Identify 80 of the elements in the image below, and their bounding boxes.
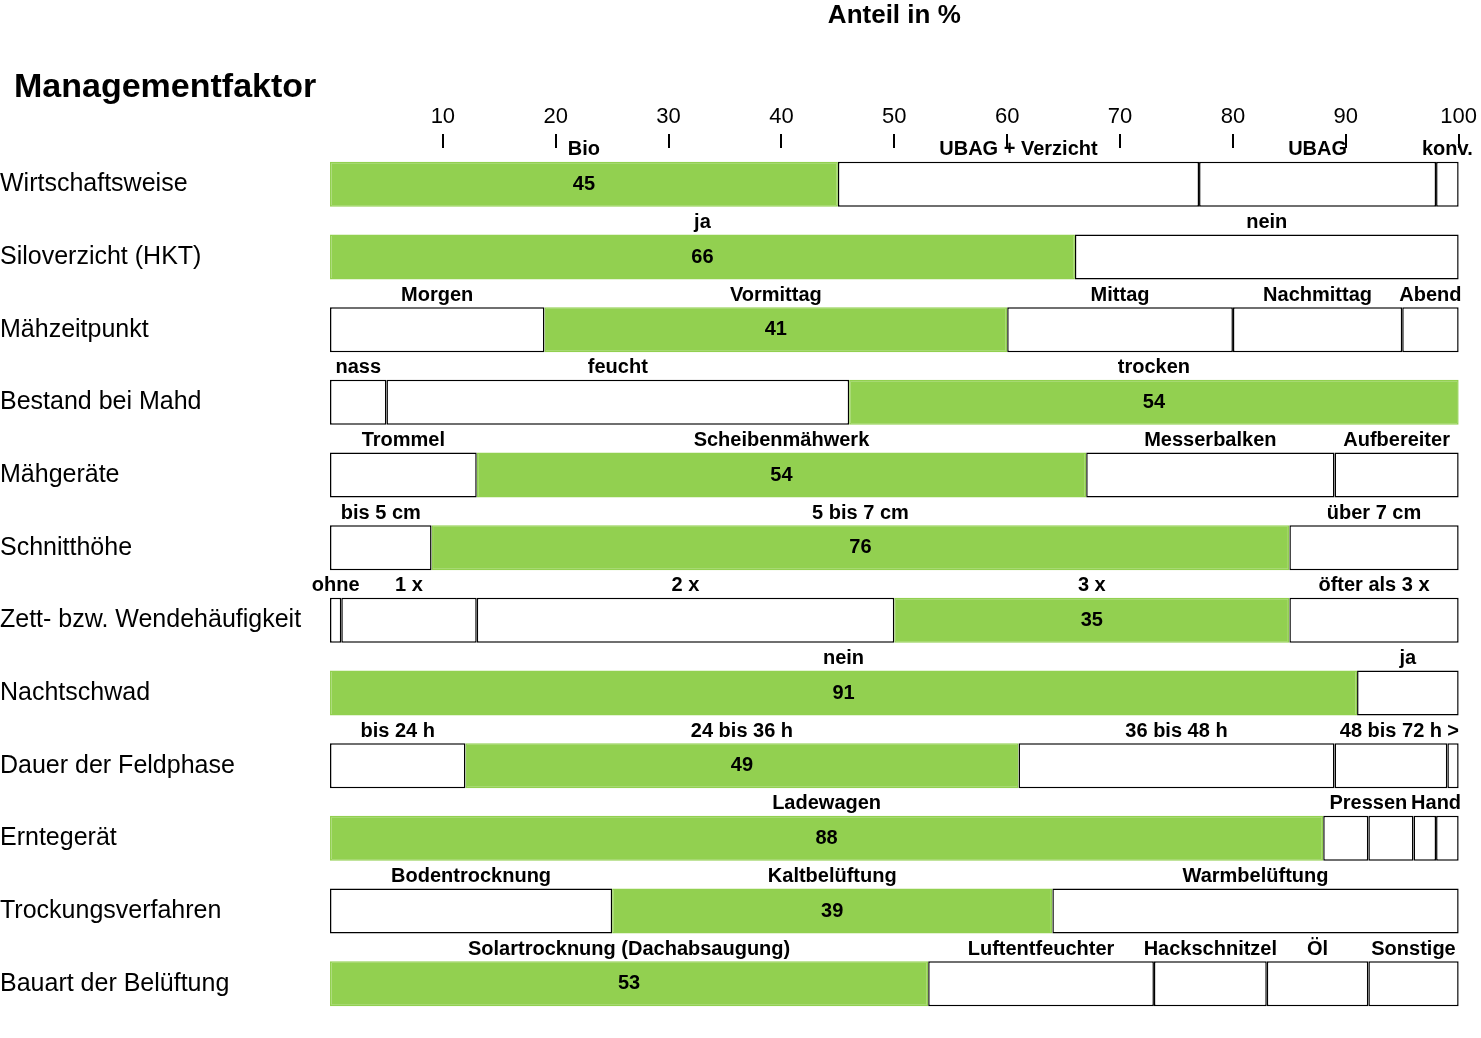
annotation: nein bbox=[1246, 209, 1288, 232]
y-tick-label: Mähgeräte bbox=[0, 458, 120, 487]
x-tick-label: 30 bbox=[656, 102, 681, 128]
x-tick-label: 40 bbox=[769, 102, 794, 128]
annotation: ja bbox=[1398, 645, 1418, 668]
y-tick-label: Bestand bei Mahd bbox=[0, 386, 202, 415]
annotation: Nachmittag bbox=[1263, 282, 1373, 305]
y-tick-label: Nachtschwad bbox=[0, 676, 151, 705]
y-tick-label: Erntegerät bbox=[0, 822, 117, 851]
annotation: ja bbox=[693, 209, 712, 232]
annotation: Sonstige bbox=[1371, 936, 1456, 959]
y-axis-title: Managementfaktor bbox=[14, 66, 317, 105]
annotation: öfter als 3 x bbox=[1318, 573, 1430, 596]
x-tick-label: 90 bbox=[1333, 102, 1359, 128]
annotation: 5 bis 7 cm bbox=[812, 500, 909, 523]
data-label: 54 bbox=[1142, 389, 1166, 412]
annotation: Bio bbox=[567, 137, 601, 160]
y-tick-label: Mähzeitpunkt bbox=[0, 313, 149, 342]
x-axis-title: Anteil in % bbox=[827, 0, 961, 29]
annotation: Vormittag bbox=[729, 282, 822, 305]
data-label: 41 bbox=[764, 317, 787, 340]
annotation: Solartrocknung (Dachabsaugung) bbox=[467, 936, 791, 959]
y-tick-label: Bauart der Belüftung bbox=[0, 967, 230, 996]
annotation: Hackschnitzel bbox=[1143, 936, 1278, 959]
annotation: Hand bbox=[1411, 791, 1462, 814]
annotation: bis 5 cm bbox=[340, 500, 421, 523]
y-tick-label: Wirtschaftsweise bbox=[0, 168, 188, 197]
annotation: Luftentfeuchter bbox=[967, 936, 1115, 959]
y-tick-label: Trockungsverfahren bbox=[0, 894, 222, 923]
data-label: 76 bbox=[849, 535, 872, 558]
annotation: Scheibenmähwerk bbox=[693, 427, 871, 450]
annotation: Messerbalken bbox=[1144, 427, 1277, 450]
annotation: 36 bis 48 h bbox=[1125, 718, 1228, 741]
annotation: Aufbereiter bbox=[1343, 427, 1451, 450]
x-tick-label: 50 bbox=[882, 102, 907, 128]
annotation: feucht bbox=[587, 355, 649, 378]
annotation: UBAG + Verzicht bbox=[939, 137, 1098, 160]
annotation: Pressen bbox=[1329, 791, 1408, 814]
annotation: nein bbox=[822, 645, 865, 668]
annotation: Öl bbox=[1307, 936, 1329, 959]
annotation: trocken bbox=[1117, 355, 1191, 378]
data-label: 45 bbox=[572, 171, 596, 194]
x-tick-label: 20 bbox=[543, 102, 568, 128]
data-label: 88 bbox=[815, 825, 838, 848]
annotation: Mittag bbox=[1090, 282, 1150, 305]
annotation: UBAG bbox=[1288, 137, 1348, 160]
x-tick-label: 80 bbox=[1220, 102, 1246, 128]
annotation: bis 24 h bbox=[360, 718, 435, 741]
annotation: Bodentrocknung bbox=[391, 863, 552, 886]
data-label: 66 bbox=[691, 244, 714, 267]
data-label: 49 bbox=[730, 753, 754, 776]
data-label: 54 bbox=[770, 462, 794, 485]
x-tick-label: 100 bbox=[1440, 102, 1478, 128]
data-label: 39 bbox=[821, 898, 844, 921]
annotation: Morgen bbox=[401, 282, 474, 305]
annotation: Abend bbox=[1399, 282, 1462, 305]
y-tick-label: Dauer der Feldphase bbox=[0, 749, 235, 778]
annotation: 2 x bbox=[671, 573, 700, 596]
annotation: konv. bbox=[1421, 137, 1473, 160]
annotation: 48 bis 72 h bbox=[1339, 718, 1443, 741]
data-label: 53 bbox=[617, 971, 641, 994]
x-tick-label: 10 bbox=[430, 102, 456, 128]
annotation: 24 bis 36 h bbox=[690, 718, 794, 741]
annotation: 3 x bbox=[1077, 573, 1106, 596]
annotation: Kaltbelüftung bbox=[767, 863, 897, 886]
annotation: Warmbelüftung bbox=[1182, 863, 1329, 886]
y-tick-label: Siloverzicht (HKT) bbox=[0, 240, 202, 269]
data-label: 91 bbox=[832, 680, 855, 703]
annotation: Trommel bbox=[361, 427, 446, 450]
annotation: über 7 cm bbox=[1326, 500, 1422, 523]
annotation: > bbox=[1447, 718, 1459, 741]
annotation: 1 x bbox=[395, 573, 423, 596]
annotation: ohne bbox=[311, 573, 360, 596]
annotation: Ladewagen bbox=[772, 791, 882, 814]
x-tick-label: 60 bbox=[994, 102, 1020, 128]
annotation: nass bbox=[335, 355, 382, 378]
data-label: 35 bbox=[1080, 607, 1103, 630]
y-tick-label: Schnitthöhe bbox=[0, 531, 133, 560]
y-tick-label: Zett- bzw. Wendehäufigkeit bbox=[0, 604, 302, 633]
x-tick-label: 70 bbox=[1107, 102, 1133, 128]
